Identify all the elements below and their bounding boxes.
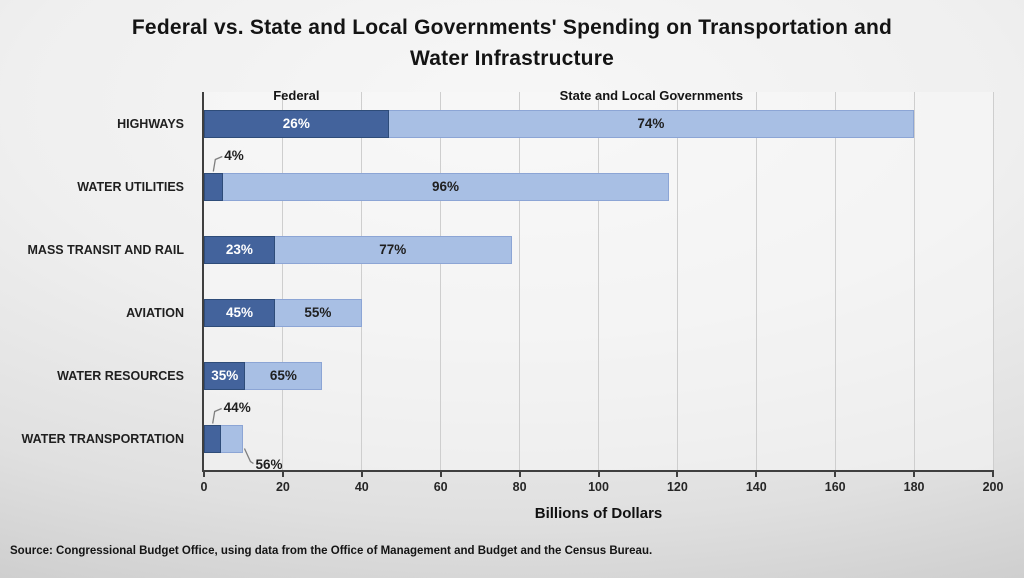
chart-title-line-2: Water Infrastructure: [410, 47, 614, 70]
state-local-pct-label: 65%: [269, 368, 297, 383]
callout-leader: [243, 448, 254, 465]
federal-pct-label: 45%: [225, 305, 254, 320]
category-label: MASS TRANSIT AND RAIL: [27, 242, 184, 257]
state-local-pct-callout: 56%: [255, 456, 283, 472]
x-tick-label: 40: [354, 480, 369, 494]
category-label: WATER RESOURCES: [57, 368, 184, 383]
bar-segment-state-local: 55%: [275, 298, 362, 327]
bar-segment-federal: [204, 424, 222, 453]
source-note: Source: Congressional Budget Office, usi…: [10, 545, 653, 557]
x-tick-label: 20: [275, 480, 290, 494]
gridline: [755, 92, 757, 470]
bar-row: 35% 65%: [204, 361, 323, 390]
bar-row: [204, 424, 244, 453]
bar-segment-state-local: 96%: [222, 172, 670, 201]
gridline: [519, 92, 521, 470]
bar-segment-federal: 23%: [204, 235, 275, 264]
x-tick: [281, 470, 284, 477]
category-label: AVIATION: [126, 305, 184, 320]
callout-leader: [212, 407, 222, 424]
category-label: HIGHWAYS: [117, 116, 184, 131]
state-local-pct-label: 55%: [304, 305, 332, 320]
gridline: [834, 92, 836, 470]
bar-row: 45% 55%: [204, 298, 362, 327]
x-tick-label: 100: [588, 480, 609, 494]
category-label: WATER TRANSPORTATION: [21, 431, 185, 446]
category-axis-labels: HIGHWAYS WATER UTILITIES MASS TRANSIT AND …: [0, 92, 196, 470]
bar-segment-federal: [204, 172, 223, 201]
bar-segment-state-local: 74%: [388, 109, 915, 138]
x-tick-label: 60: [433, 480, 448, 494]
gridline: [676, 92, 678, 470]
x-axis-title: Billions of Dollars: [534, 505, 663, 522]
gridline: [282, 92, 284, 470]
x-tick-label: 0: [200, 480, 208, 494]
state-local-pct-label: 74%: [637, 116, 665, 131]
bar-segment-federal: 26%: [204, 109, 389, 138]
bar-row: 26% 74%: [204, 109, 915, 138]
x-tick-label: 160: [824, 480, 846, 494]
y-axis-line: [202, 92, 204, 472]
federal-pct-label: 35%: [211, 368, 239, 383]
x-tick: [913, 470, 916, 477]
x-tick: [992, 470, 994, 477]
series-header-state-local: State and Local Governments: [559, 88, 744, 103]
state-local-pct-label: 96%: [432, 179, 460, 194]
x-tick: [676, 470, 679, 477]
federal-pct-label: 26%: [282, 116, 310, 131]
state-local-pct-label: 77%: [379, 242, 407, 257]
bar-row: 23% 77%: [204, 235, 512, 264]
x-tick: [755, 470, 758, 477]
x-tick: [439, 470, 442, 477]
x-tick: [834, 470, 837, 477]
gridline: [992, 92, 994, 470]
x-tick-label: 120: [666, 480, 688, 494]
federal-pct-callout: 44%: [223, 399, 251, 415]
series-header-federal: Federal: [273, 88, 320, 103]
gridline: [598, 92, 599, 470]
chart-title: Federal vs. State and Local Governments'…: [0, 12, 1024, 74]
gridline: [913, 92, 915, 470]
bar-segment-state-local: 77%: [274, 235, 512, 264]
chart-title-line-1: Federal vs. State and Local Governments'…: [131, 16, 893, 39]
category-label: WATER UTILITIES: [77, 179, 184, 194]
bar-row: 96%: [204, 172, 670, 201]
federal-pct-callout: 4%: [224, 147, 244, 163]
federal-pct-label: 23%: [225, 242, 253, 257]
plot-area: 26% 74% 96% 23% 77% 45% 55% 35% 65% 4% 44% 56% Fed…: [202, 88, 994, 472]
bar-segment-state-local: [221, 424, 244, 453]
x-tick: [518, 470, 521, 477]
x-tick: [597, 470, 600, 477]
bar-segment-federal: 45%: [204, 298, 275, 327]
x-tick: [203, 470, 205, 477]
x-axis-ticks: 0 20 40 60 80 100 120 140 160 180 200: [201, 470, 1003, 500]
x-tick-label: 140: [745, 480, 767, 494]
x-tick: [360, 470, 363, 477]
gridline: [440, 92, 442, 470]
x-tick-label: 180: [903, 480, 925, 494]
x-tick-label: 80: [512, 480, 527, 494]
bar-segment-state-local: 65%: [245, 361, 323, 390]
gridline: [361, 92, 363, 470]
bar-segment-federal: 35%: [204, 361, 246, 390]
x-tick-label: 200: [982, 480, 1004, 494]
callout-leader: [212, 155, 223, 172]
